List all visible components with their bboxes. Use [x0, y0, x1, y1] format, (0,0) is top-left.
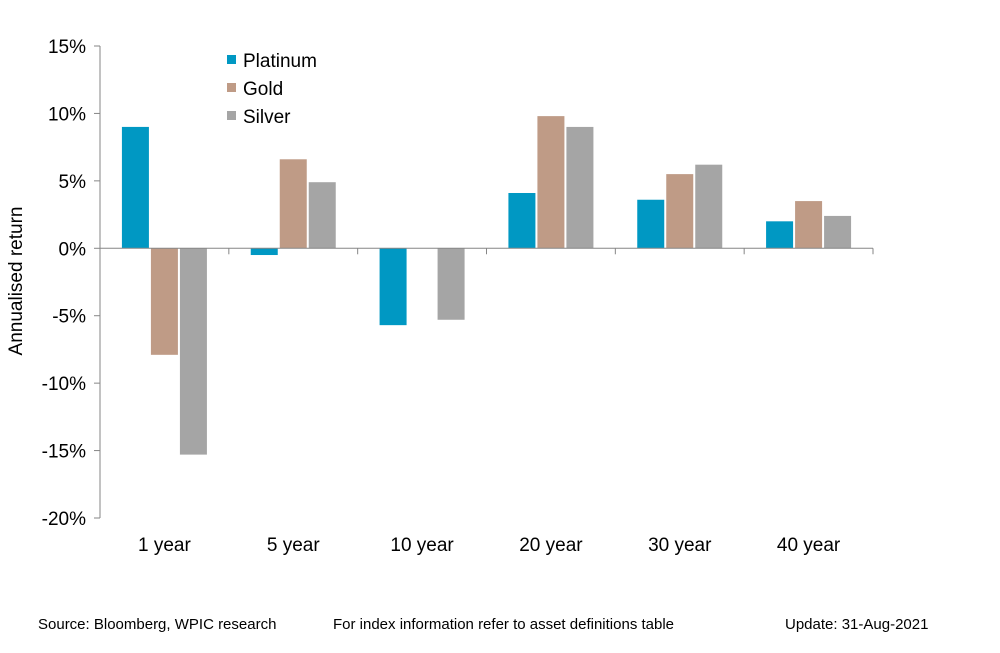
bar-silver-1-year — [179, 248, 207, 455]
bar-platinum-30-year — [637, 199, 665, 249]
y-tick-label: -20% — [42, 509, 86, 530]
y-tick-label: -15% — [42, 442, 86, 463]
index-note: For index information refer to asset def… — [333, 616, 675, 633]
y-tick-label: 10% — [48, 104, 86, 125]
bar-silver-40-year — [824, 215, 852, 249]
bar-platinum-1-year — [121, 126, 149, 249]
legend-label-gold: Gold — [243, 79, 283, 100]
y-tick-label: 5% — [59, 172, 87, 193]
legend-label-platinum: Platinum — [243, 51, 317, 72]
bar-platinum-10-year — [379, 248, 407, 326]
x-tick-label: 1 year — [138, 535, 191, 556]
x-tick-label: 10 year — [390, 535, 454, 556]
y-axis-label: Annualised return — [6, 207, 27, 356]
x-tick-label: 40 year — [777, 535, 841, 556]
y-tick-label: 0% — [59, 239, 87, 260]
bar-gold-5-year — [279, 159, 307, 249]
x-tick-label: 30 year — [648, 535, 712, 556]
bar-gold-20-year — [537, 116, 565, 249]
bar-silver-30-year — [695, 164, 723, 249]
legend-swatch-gold — [227, 83, 236, 92]
y-tick-label: -10% — [42, 374, 86, 395]
x-tick-label: 20 year — [519, 535, 583, 556]
y-tick-label: 15% — [48, 37, 86, 58]
legend-label-silver: Silver — [243, 107, 291, 128]
bar-silver-10-year — [437, 248, 465, 320]
bar-gold-1-year — [150, 248, 178, 355]
y-tick-label: -5% — [52, 307, 86, 328]
bar-platinum-40-year — [766, 221, 794, 249]
source-note: Source: Bloomberg, WPIC research — [38, 616, 277, 633]
bar-chart: 15% 10% 5% 0% -5% -10% -15% -20% 1 year 5 year 10… — [6, 37, 874, 556]
bar-silver-20-year — [566, 126, 594, 249]
legend-swatch-platinum — [227, 55, 236, 64]
bar-platinum-20-year — [508, 192, 536, 249]
x-tick-label: 5 year — [267, 535, 320, 556]
update-date: Update: 31-Aug-2021 — [785, 616, 929, 633]
bar-gold-40-year — [795, 201, 823, 249]
bar-gold-30-year — [666, 174, 694, 249]
bar-platinum-5-year — [250, 248, 278, 256]
bar-silver-5-year — [308, 182, 336, 249]
legend-swatch-silver — [227, 111, 236, 120]
